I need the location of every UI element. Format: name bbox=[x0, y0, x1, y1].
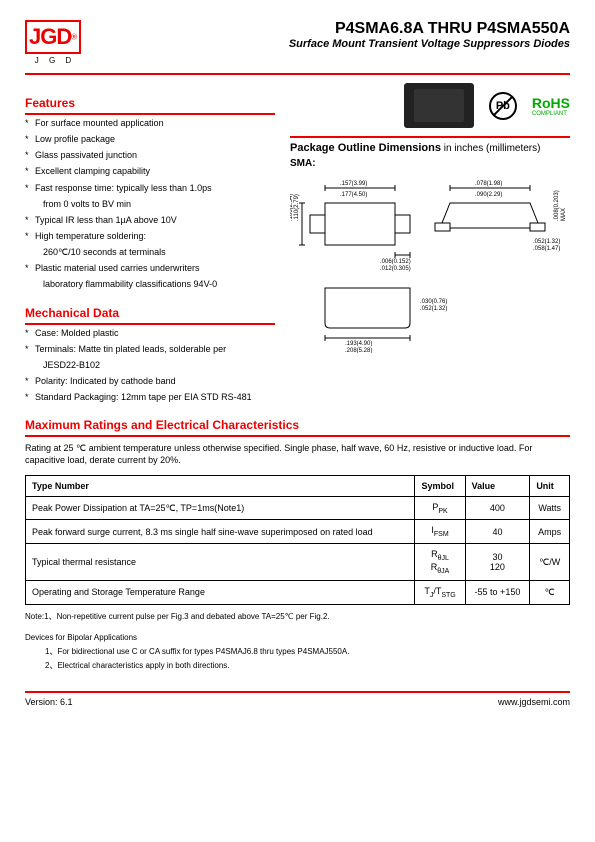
table-row: Operating and Storage Temperature Range … bbox=[26, 580, 570, 604]
table-header: Unit bbox=[530, 475, 570, 496]
table-cell: Typical thermal resistance bbox=[26, 544, 415, 581]
svg-text:.078(1.98): .078(1.98) bbox=[475, 181, 502, 187]
mechanical-list: Case: Molded plastic Terminals: Matte ti… bbox=[25, 325, 275, 406]
svg-text:.110(2.79): .110(2.79) bbox=[294, 194, 300, 221]
rohs-text: RoHS bbox=[532, 95, 570, 111]
svg-text:.052(1.32): .052(1.32) bbox=[420, 306, 447, 312]
mechanical-heading: Mechanical Data bbox=[25, 303, 275, 325]
table-cell: TJ/TSTG bbox=[415, 580, 465, 604]
svg-text:.193(4.90): .193(4.90) bbox=[345, 341, 372, 347]
pb-free-icon: Pb bbox=[489, 92, 517, 120]
feature-item: Plastic material used carries underwrite… bbox=[25, 260, 275, 276]
table-row: Typical thermal resistance RθJLRθJA 3012… bbox=[26, 544, 570, 581]
table-header-row: Type Number Symbol Value Unit bbox=[26, 475, 570, 496]
note1: Note:1、Non-repetitive current pulse per … bbox=[25, 611, 570, 622]
footnotes: Note:1、Non-repetitive current pulse per … bbox=[25, 611, 570, 672]
feature-item-sub: 260℃/10 seconds at terminals bbox=[25, 244, 275, 260]
table-row: Peak forward surge current, 8.3 ms singl… bbox=[26, 520, 570, 544]
page-header: JGD® J G D P4SMA6.8A THRU P4SMA550A Surf… bbox=[25, 20, 570, 75]
table-cell: Watts bbox=[530, 496, 570, 520]
mechanical-item-sub: JESD22-B102 bbox=[25, 357, 275, 373]
url-text: www.jgdsemi.com bbox=[498, 697, 570, 707]
feature-item: Glass passivated junction bbox=[25, 147, 275, 163]
features-list: For surface mounted application Low prof… bbox=[25, 115, 275, 293]
table-cell: ℃/W bbox=[530, 544, 570, 581]
title-block: P4SMA6.8A THRU P4SMA550A Surface Mount T… bbox=[289, 20, 570, 50]
page-title: P4SMA6.8A THRU P4SMA550A bbox=[289, 20, 570, 38]
table-cell: 400 bbox=[465, 496, 530, 520]
svg-text:.012(0.305): .012(0.305) bbox=[380, 266, 411, 272]
table-cell: -55 to +150 bbox=[465, 580, 530, 604]
table-cell: ℃ bbox=[530, 580, 570, 604]
svg-text:.058(1.47): .058(1.47) bbox=[533, 246, 560, 252]
table-cell: 30120 bbox=[465, 544, 530, 581]
feature-item: For surface mounted application bbox=[25, 115, 275, 131]
mechanical-item: Case: Molded plastic bbox=[25, 325, 275, 341]
svg-text:.008(0.203): .008(0.203) bbox=[554, 190, 560, 221]
feature-item: Fast response time: typically less than … bbox=[25, 180, 275, 196]
rohs-sub: COMPLIANT bbox=[532, 111, 570, 117]
ratings-table: Type Number Symbol Value Unit Peak Power… bbox=[25, 475, 570, 605]
table-row: Peak Power Dissipation at TA=25℃, TP=1ms… bbox=[26, 496, 570, 520]
bipolar-note1: 1、For bidirectional use C or CA suffix f… bbox=[25, 646, 570, 657]
mechanical-item: Terminals: Matte tin plated leads, solde… bbox=[25, 341, 275, 357]
svg-text:.052(1.32): .052(1.32) bbox=[533, 239, 560, 245]
feature-item: Excellent clamping capability bbox=[25, 163, 275, 179]
logo-text: JGD bbox=[29, 24, 71, 49]
table-header: Value bbox=[465, 475, 530, 496]
sma-label: SMA: bbox=[290, 158, 570, 169]
svg-text:MAX: MAX bbox=[561, 208, 567, 221]
table-cell: Operating and Storage Temperature Range bbox=[26, 580, 415, 604]
svg-text:.090(2.29): .090(2.29) bbox=[475, 192, 502, 198]
svg-text:.157(3.99): .157(3.99) bbox=[340, 181, 367, 187]
left-column: Features For surface mounted application… bbox=[25, 83, 275, 405]
svg-text:.177(4.50): .177(4.50) bbox=[340, 192, 367, 198]
mechanical-item: Polarity: Indicated by cathode band bbox=[25, 373, 275, 389]
features-heading: Features bbox=[25, 93, 275, 115]
ratings-note: Rating at 25 ℃ ambient temperature unles… bbox=[25, 443, 570, 466]
logo: JGD® J G D bbox=[25, 20, 85, 65]
svg-text:.030(0.76): .030(0.76) bbox=[420, 299, 447, 305]
devices-note: Devices for Bipolar Applications bbox=[25, 632, 570, 643]
page-subtitle: Surface Mount Transient Voltage Suppress… bbox=[289, 38, 570, 50]
logo-sub: J G D bbox=[25, 56, 85, 65]
feature-item: Low profile package bbox=[25, 131, 275, 147]
badges-row: Pb RoHS COMPLIANT bbox=[290, 83, 570, 128]
svg-text:.006(0.152): .006(0.152) bbox=[380, 259, 411, 265]
table-cell: 40 bbox=[465, 520, 530, 544]
table-cell: IFSM bbox=[415, 520, 465, 544]
bipolar-note2: 2、Electrical characteristics apply in bo… bbox=[25, 660, 570, 671]
feature-item: Typical IR less than 1µA above 10V bbox=[25, 212, 275, 228]
mechanical-item: Standard Packaging: 12mm tape per EIA ST… bbox=[25, 389, 275, 405]
right-column: Pb RoHS COMPLIANT Package Outline Dimens… bbox=[290, 83, 570, 405]
feature-item: High temperature soldering: bbox=[25, 228, 275, 244]
page-footer: Version: 6.1 www.jgdsemi.com bbox=[25, 691, 570, 707]
package-heading: Package Outline Dimensions in inches (mi… bbox=[290, 136, 570, 154]
feature-item-sub: from 0 volts to BV min bbox=[25, 196, 275, 212]
package-diagram: .157(3.99) .177(4.50) .100(2.54) .110(2.… bbox=[290, 173, 570, 353]
rohs-badge: RoHS COMPLIANT bbox=[532, 95, 570, 117]
table-cell: PPK bbox=[415, 496, 465, 520]
ratings-heading: Maximum Ratings and Electrical Character… bbox=[25, 415, 570, 437]
table-cell: Amps bbox=[530, 520, 570, 544]
version-text: Version: 6.1 bbox=[25, 697, 73, 707]
table-cell: RθJLRθJA bbox=[415, 544, 465, 581]
table-header: Symbol bbox=[415, 475, 465, 496]
table-cell: Peak forward surge current, 8.3 ms singl… bbox=[26, 520, 415, 544]
svg-text:.208(5.28): .208(5.28) bbox=[345, 348, 372, 353]
feature-item-sub: laboratory flammability classifications … bbox=[25, 276, 275, 292]
chip-image bbox=[404, 83, 474, 128]
table-header: Type Number bbox=[26, 475, 415, 496]
table-cell: Peak Power Dissipation at TA=25℃, TP=1ms… bbox=[26, 496, 415, 520]
